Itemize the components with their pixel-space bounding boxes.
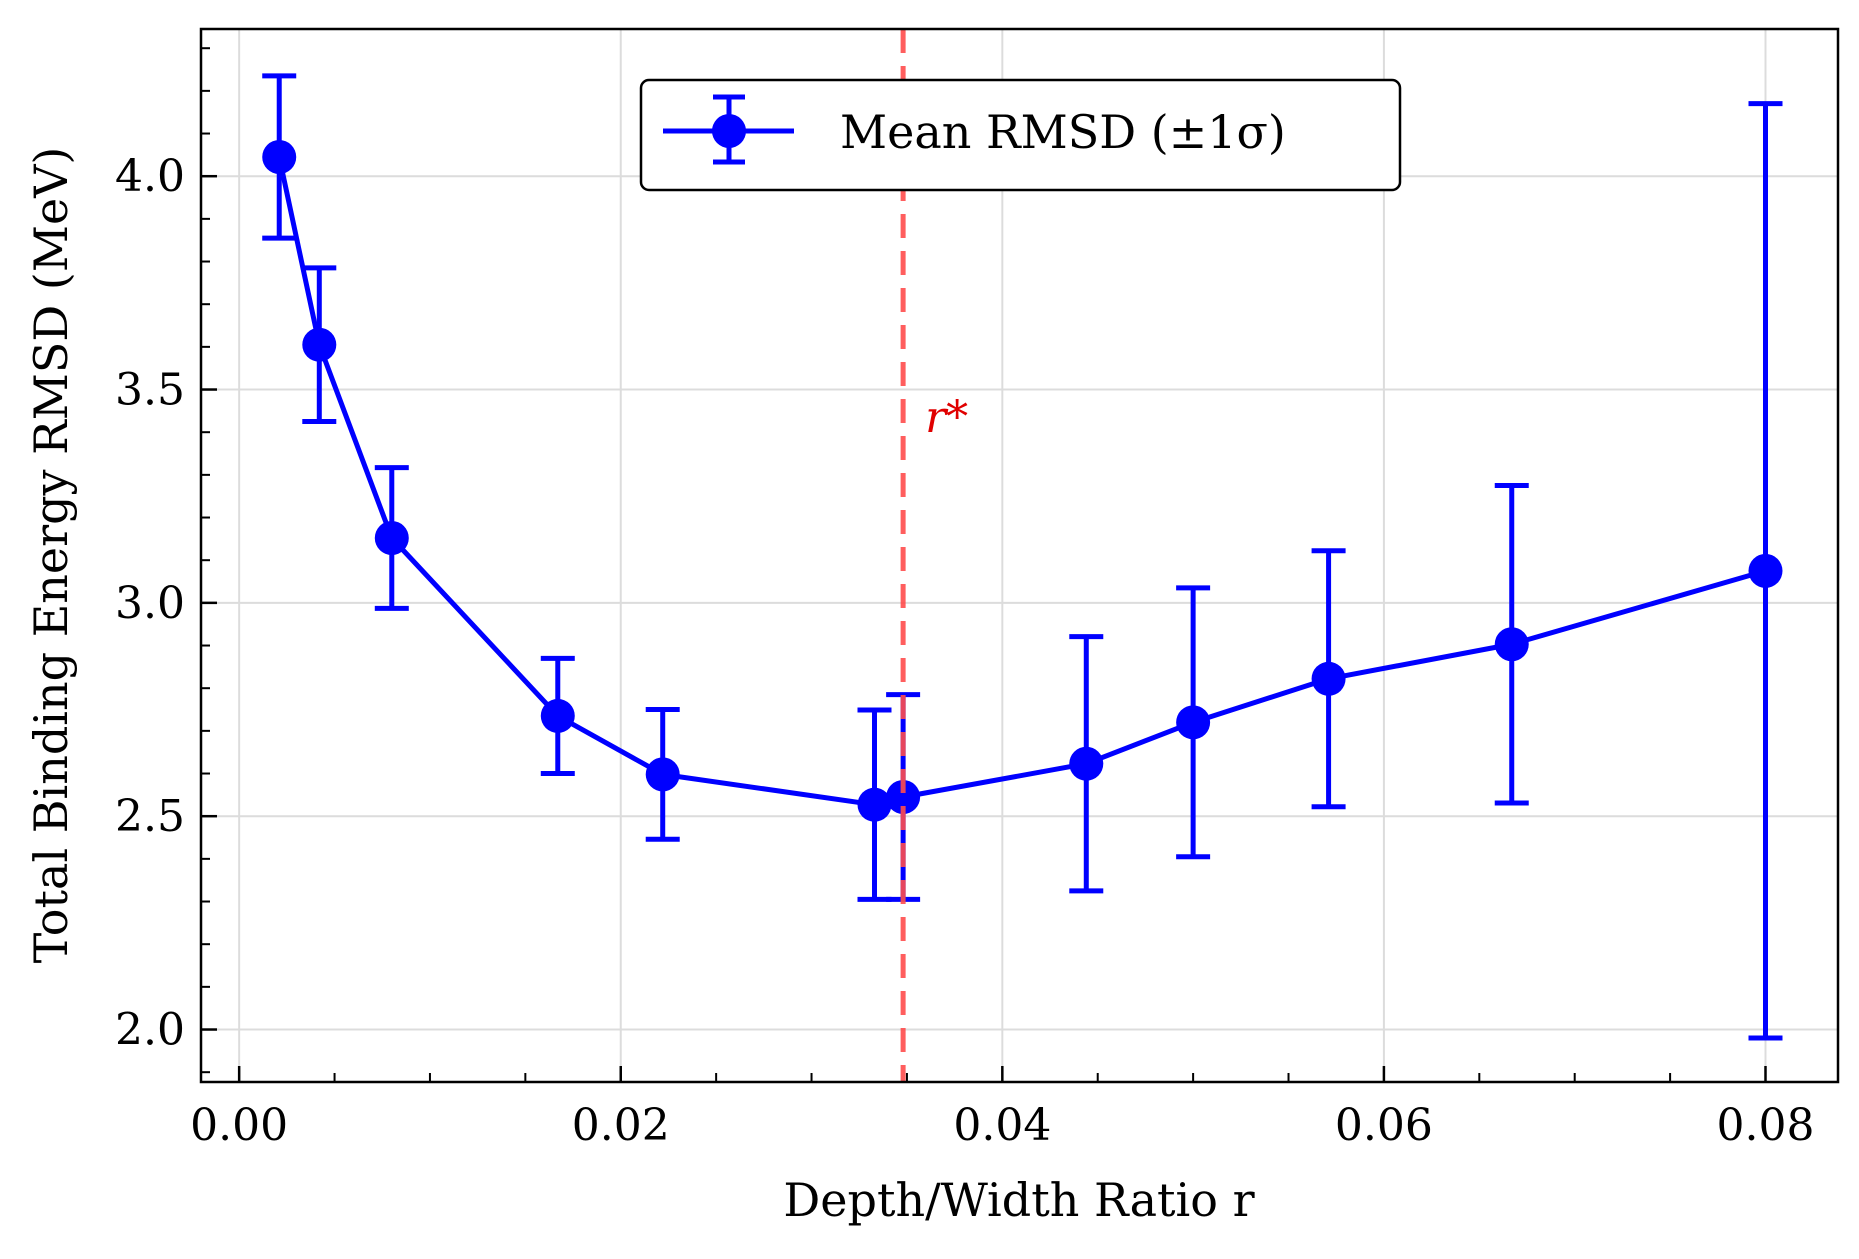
- major-ticks: [201, 174, 1767, 1082]
- minor-ticks: [201, 47, 1672, 1082]
- y-tick-label: 2.0: [115, 1005, 185, 1056]
- x-tick-label: 0.02: [572, 1100, 670, 1151]
- data-point: [374, 521, 409, 556]
- data-point: [1494, 627, 1529, 662]
- x-axis-title: Depth/Width Ratio r: [783, 1173, 1254, 1227]
- data-point: [857, 787, 892, 822]
- x-tick-label: 0.00: [190, 1100, 288, 1151]
- legend-marker: [712, 114, 746, 148]
- x-tick-label: 0.04: [953, 1100, 1051, 1151]
- data-point: [886, 779, 921, 814]
- legend-label: Mean RMSD (±1σ): [840, 105, 1286, 159]
- y-axis-title: Total Binding Energy RMSD (MeV): [24, 147, 78, 964]
- data-point: [1069, 746, 1104, 781]
- y-tick-label: 3.5: [115, 365, 185, 416]
- y-tick-label: 4.0: [115, 151, 185, 202]
- data-point: [645, 757, 680, 792]
- plot-frame: [199, 27, 1840, 1084]
- y-tick-label: 2.5: [115, 791, 185, 842]
- data-point: [302, 327, 337, 362]
- data-point: [1748, 553, 1783, 588]
- data-point: [262, 139, 297, 174]
- x-tick-label: 0.06: [1335, 1100, 1433, 1151]
- legend: Mean RMSD (±1σ): [639, 78, 1402, 192]
- data-series: [262, 73, 1783, 1041]
- y-tick-label: 3.0: [115, 578, 185, 629]
- legend-box: [639, 78, 1402, 192]
- reference-line-label: r*: [925, 392, 968, 443]
- reference-line-group: r*: [900, 29, 968, 1082]
- data-point: [540, 698, 575, 733]
- tick-labels: 0.00 0.02 0.04 0.06 0.08 2.0 2.5 3.0 3.5 4.0: [115, 151, 1814, 1151]
- x-tick-label: 0.08: [1717, 1100, 1815, 1151]
- data-point: [1176, 705, 1211, 740]
- data-point: [1311, 661, 1346, 696]
